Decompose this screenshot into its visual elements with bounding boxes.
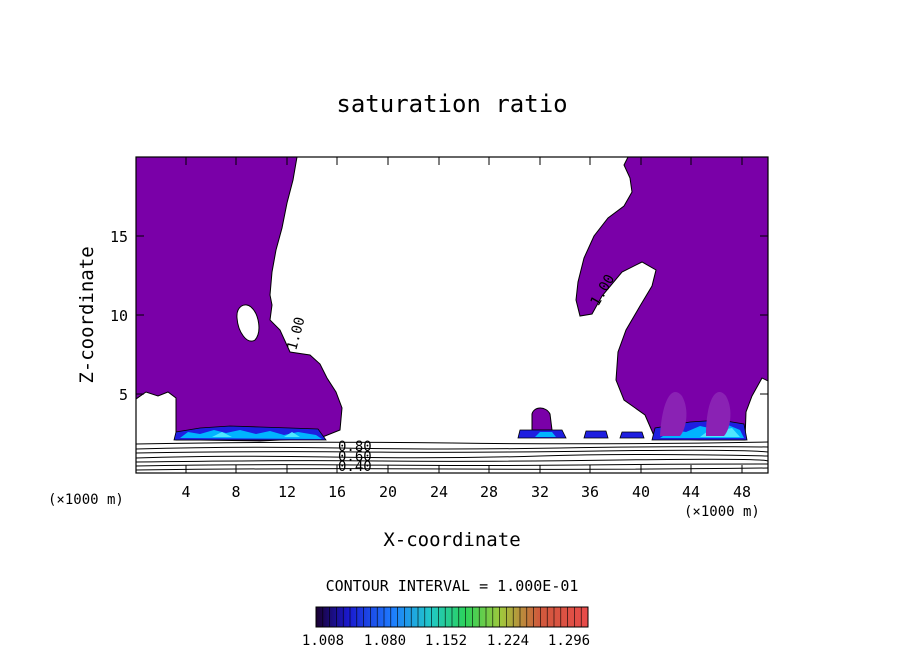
x-tick-label: 20 xyxy=(379,483,397,501)
colorbar-label: 1.224 xyxy=(487,633,529,649)
contour-labels: 1.00 1.00 0.80 0.60 0.40 xyxy=(284,272,618,475)
x-tick-label: 24 xyxy=(430,483,448,501)
saturated-region-left xyxy=(136,157,343,442)
blob-32km xyxy=(531,407,553,431)
x-tick-label: 8 xyxy=(231,483,240,501)
y-tick-label: 10 xyxy=(110,307,128,325)
colorbar-label: 1.152 xyxy=(425,633,467,649)
surface-layer-right xyxy=(651,392,748,441)
x-tick-label: 28 xyxy=(480,483,498,501)
x-tick-label: 12 xyxy=(278,483,296,501)
contour-label-3: 0.80 xyxy=(338,439,372,455)
y-tick-label: 5 xyxy=(119,386,128,404)
contour-interval-note: CONTOUR INTERVAL = 1.000E-01 xyxy=(326,577,579,595)
x-tick-label: 48 xyxy=(733,483,751,501)
y-axis-label: Z-coordinate xyxy=(76,246,98,383)
x-tick-label: 32 xyxy=(531,483,549,501)
chart-title: saturation ratio xyxy=(336,90,567,118)
y-ticks xyxy=(136,235,768,395)
contour-label-4: 0.60 xyxy=(338,449,372,465)
contour-label-5: 0.40 xyxy=(338,459,372,475)
x-tick-label: 44 xyxy=(682,483,700,501)
x-tick-label: 40 xyxy=(632,483,650,501)
x-tick-labels: 4 8 12 16 20 24 28 32 36 40 44 48 xyxy=(181,483,751,501)
colorbar xyxy=(315,606,589,628)
band-38km xyxy=(619,431,645,439)
colorbar-label: 1.296 xyxy=(548,633,590,649)
colorbar-labels: 1.008 1.080 1.152 1.224 1.296 xyxy=(302,633,590,649)
y-tick-label: 15 xyxy=(110,228,128,246)
band-32km-core xyxy=(535,432,556,437)
contour-label-1: 1.00 xyxy=(284,315,308,352)
x-ticks xyxy=(185,157,743,473)
unsaturated-pocket xyxy=(236,304,260,342)
x-axis-label: X-coordinate xyxy=(383,529,520,551)
isolines xyxy=(136,441,768,471)
band-36km xyxy=(583,430,609,439)
x-tick-label: 4 xyxy=(181,483,190,501)
x-tick-label: 16 xyxy=(328,483,346,501)
y-tick-labels: 5 10 15 xyxy=(110,228,128,404)
surface-layer-left xyxy=(173,425,327,441)
colorbar-label: 1.008 xyxy=(302,633,344,649)
x-tick-label: 36 xyxy=(581,483,599,501)
x-unit-right: (×1000 m) xyxy=(684,504,760,520)
contour-fields xyxy=(136,157,768,471)
colorbar-label: 1.080 xyxy=(364,633,406,649)
x-unit-left: (×1000 m) xyxy=(48,492,124,508)
